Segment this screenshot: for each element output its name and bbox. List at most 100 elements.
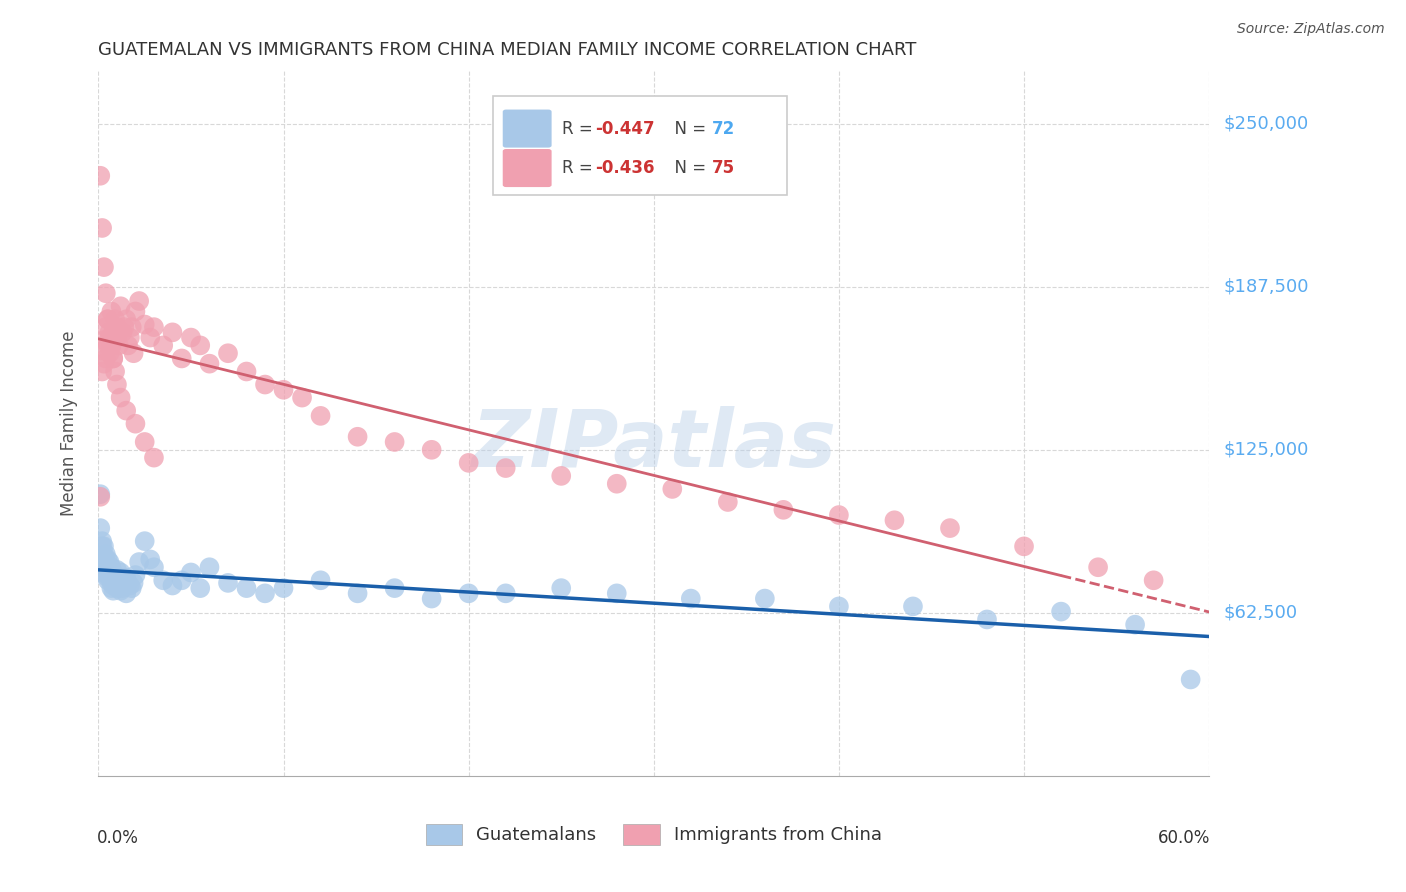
Point (97, 312, 120, 326)
Text: -0.447: -0.447 (595, 120, 655, 137)
Point (105, 563, 128, 577)
Point (1012, 540, 1035, 554)
Point (309, 574, 332, 588)
Point (94, 563, 117, 577)
Point (124, 568, 146, 582)
Point (104, 312, 127, 326)
Point (93, 566, 115, 580)
Point (91, 343, 114, 358)
Point (100, 338, 122, 352)
Point (901, 599, 924, 614)
Text: Source: ZipAtlas.com: Source: ZipAtlas.com (1237, 22, 1385, 37)
Point (122, 575, 145, 590)
Text: $125,000: $125,000 (1223, 441, 1309, 458)
Point (939, 521, 962, 535)
Point (89, 487, 111, 501)
Point (107, 575, 129, 590)
Point (97, 312, 120, 326)
Point (98, 330, 121, 344)
Point (121, 581, 143, 595)
Point (128, 555, 150, 569)
Point (110, 391, 132, 405)
Point (104, 575, 127, 590)
Point (457, 586, 479, 600)
Point (606, 476, 628, 491)
Point (89, 490, 111, 504)
Point (91, 534, 114, 549)
Point (91, 540, 114, 554)
Point (346, 586, 368, 600)
Point (93, 357, 115, 371)
Point (93, 540, 115, 554)
Point (122, 346, 145, 360)
Point (124, 304, 146, 318)
Point (180, 566, 202, 580)
Point (1050, 605, 1073, 619)
Point (1087, 560, 1109, 574)
Point (273, 383, 295, 397)
FancyBboxPatch shape (492, 96, 787, 194)
Point (188, 338, 211, 352)
Point (754, 591, 776, 606)
Point (98, 555, 121, 569)
Point (828, 599, 851, 614)
Point (139, 330, 162, 344)
Point (1143, 574, 1166, 588)
Point (115, 403, 138, 417)
Point (235, 364, 257, 378)
Point (139, 552, 162, 566)
Point (94, 351, 117, 366)
Text: -0.436: -0.436 (595, 159, 654, 177)
Point (103, 326, 125, 340)
Point (115, 586, 138, 600)
Point (217, 346, 239, 360)
Point (94, 547, 117, 561)
Point (104, 568, 127, 582)
Point (828, 508, 851, 522)
Point (91, 555, 114, 569)
Point (100, 304, 122, 318)
Point (98, 346, 121, 360)
Point (121, 320, 143, 334)
FancyBboxPatch shape (503, 110, 551, 147)
Point (309, 409, 332, 423)
Point (143, 320, 166, 334)
Point (188, 581, 211, 595)
Point (143, 560, 166, 574)
Point (100, 581, 122, 595)
Point (103, 583, 125, 598)
Point (105, 581, 128, 595)
Point (97, 571, 120, 585)
Point (457, 456, 479, 470)
Point (134, 318, 156, 332)
Point (384, 434, 406, 449)
Point (606, 586, 628, 600)
Point (103, 578, 125, 592)
Point (550, 469, 572, 483)
Point (772, 503, 794, 517)
Point (128, 293, 150, 308)
Point (253, 586, 276, 600)
Point (93, 333, 115, 347)
Point (100, 560, 122, 574)
Point (162, 326, 184, 340)
Point (134, 434, 156, 449)
Point (1180, 673, 1202, 687)
Point (89, 169, 111, 183)
Point (1123, 617, 1146, 632)
Point (89, 521, 111, 535)
Point (273, 581, 295, 595)
Point (110, 566, 132, 580)
Point (111, 326, 134, 340)
Point (103, 351, 125, 366)
Point (105, 330, 128, 344)
Point (98, 563, 121, 577)
Point (111, 581, 134, 595)
FancyBboxPatch shape (503, 149, 551, 187)
Point (420, 442, 443, 457)
Point (117, 575, 139, 590)
Point (143, 450, 166, 465)
Text: 75: 75 (711, 159, 735, 177)
Legend: Guatemalans, Immigrants from China: Guatemalans, Immigrants from China (426, 823, 882, 845)
Text: 0.0%: 0.0% (97, 829, 139, 847)
